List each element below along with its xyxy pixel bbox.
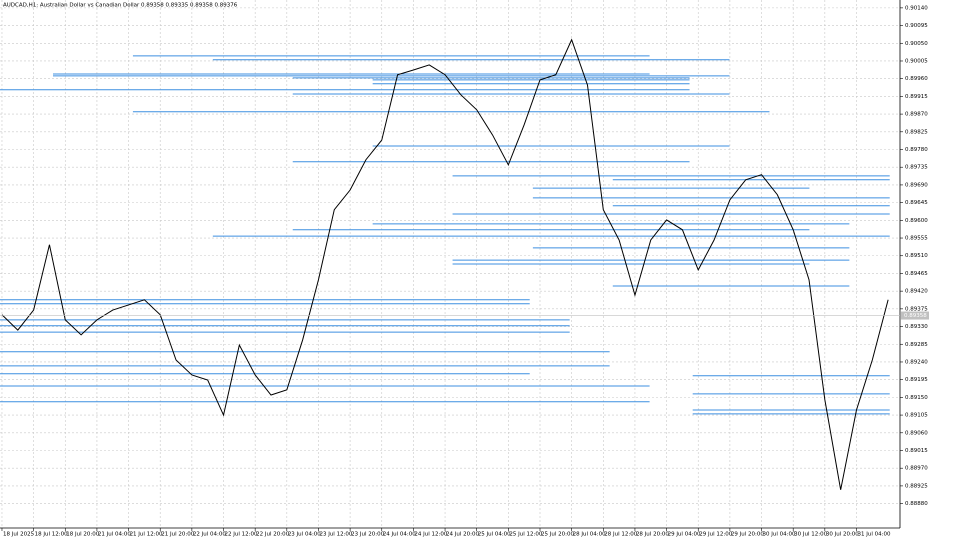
y-tick-label: 0.89015	[905, 448, 928, 454]
y-tick-label: 0.89060	[905, 430, 928, 436]
y-tick-label: 0.89330	[905, 324, 928, 330]
x-tick-label: 25 Jul 04:00	[478, 532, 511, 538]
y-tick-label: 0.89735	[905, 165, 928, 171]
y-tick-label: 0.90140	[905, 5, 928, 11]
y-tick-label: 0.89645	[905, 200, 928, 206]
x-tick-label: 21 Jul 04:00	[98, 532, 131, 538]
y-tick-label: 0.89600	[905, 218, 928, 224]
y-tick-label: 0.89465	[905, 271, 928, 277]
last-price-box	[901, 311, 929, 320]
y-tick-label: 0.89960	[905, 76, 928, 82]
plot	[1, 38, 889, 490]
x-tick-label: 25 Jul 20:00	[541, 532, 574, 538]
x-tick-label: 18 Jul 2025	[3, 532, 35, 538]
last-price-label: 0.89358	[904, 313, 927, 319]
x-tick-label: 21 Jul 20:00	[161, 532, 194, 538]
x-tick-label: 29 Jul 12:00	[699, 532, 732, 538]
x-tick-label: 29 Jul 04:00	[668, 532, 701, 538]
y-tick-label: 0.89870	[905, 112, 928, 118]
x-tick-label: 22 Jul 20:00	[256, 532, 289, 538]
y-tick-label: 0.89105	[905, 413, 928, 419]
x-tick-label: 18 Jul 12:00	[35, 532, 68, 538]
y-tick-label: 0.89555	[905, 236, 928, 242]
y-tick-label: 0.90095	[905, 23, 928, 29]
y-tick-label: 0.89150	[905, 395, 928, 401]
x-tick-label: 18 Jul 20:00	[66, 532, 99, 538]
x-tick-label: 22 Jul 04:00	[193, 532, 226, 538]
x-tick-label: 24 Jul 20:00	[446, 532, 479, 538]
y-tick-label: 0.89240	[905, 359, 928, 365]
y-tick-label: 0.88880	[905, 501, 928, 507]
y-tick-label: 0.89195	[905, 377, 928, 383]
x-tick-label: 30 Jul 20:00	[826, 532, 859, 538]
x-tick-label: 31 Jul 04:00	[857, 532, 890, 538]
y-tick-label: 0.89285	[905, 342, 928, 348]
y-tick-label: 0.89690	[905, 182, 928, 188]
y-tick-label: 0.90005	[905, 58, 928, 64]
x-tick-label: 25 Jul 12:00	[509, 532, 542, 538]
x-tick-label: 22 Jul 12:00	[225, 532, 258, 538]
x-tick-label: 30 Jul 04:00	[763, 532, 796, 538]
y-tick-label: 0.89915	[905, 94, 928, 100]
x-tick-label: 24 Jul 12:00	[414, 532, 447, 538]
x-tick-label: 23 Jul 04:00	[288, 532, 321, 538]
y-tick-label: 0.89375	[905, 306, 928, 312]
chart-title: AUDCAD,H1: Australian Dollar vs Canadian…	[3, 3, 238, 9]
grid	[0, 0, 900, 528]
x-tick-label: 30 Jul 12:00	[794, 532, 827, 538]
y-tick-label: 0.89780	[905, 147, 928, 153]
x-tick-label: 28 Jul 12:00	[604, 532, 637, 538]
y-tick-label: 0.88970	[905, 466, 928, 472]
y-tick-label: 0.90050	[905, 41, 928, 47]
x-tick-label: 28 Jul 04:00	[573, 532, 606, 538]
y-tick-label: 0.88925	[905, 483, 928, 489]
x-tick-label: 21 Jul 12:00	[130, 532, 163, 538]
price-line	[1, 38, 889, 490]
x-tick-label: 28 Jul 20:00	[636, 532, 669, 538]
y-tick-label: 0.89510	[905, 253, 928, 259]
y-tick-label: 0.89420	[905, 289, 928, 295]
x-tick-label: 23 Jul 12:00	[319, 532, 352, 538]
y-tick-label: 0.89825	[905, 129, 928, 135]
x-tick-label: 23 Jul 20:00	[351, 532, 384, 538]
axes: 0.90140 0.90095 0.90050 0.90005 0.89960 0.899…	[0, 0, 929, 538]
x-tick-label: 29 Jul 20:00	[731, 532, 764, 538]
x-tick-label: 24 Jul 04:00	[383, 532, 416, 538]
